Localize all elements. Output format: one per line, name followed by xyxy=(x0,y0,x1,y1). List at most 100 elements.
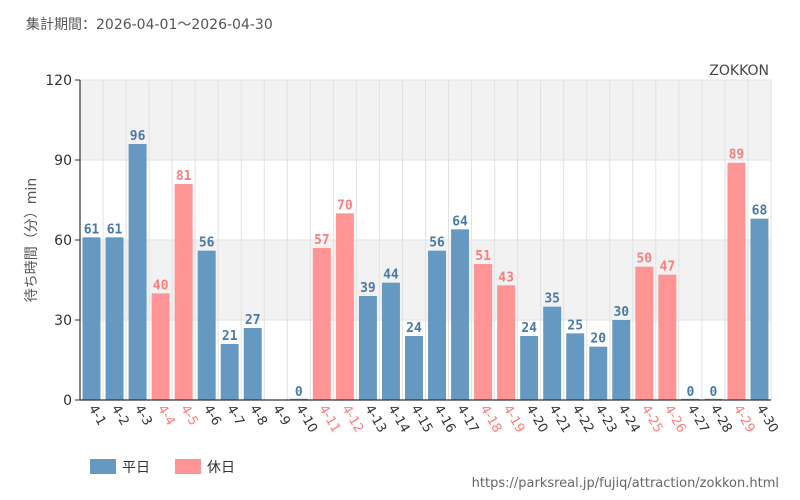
x-tick-label-4-14: 4-14 xyxy=(384,403,412,436)
value-label-4-8: 27 xyxy=(245,313,261,328)
bar-4-21 xyxy=(543,306,562,400)
x-tick-label-4-2: 4-2 xyxy=(108,403,132,429)
attraction-name: ZOKKON xyxy=(709,63,769,79)
value-label-4-21: 35 xyxy=(544,292,560,307)
value-label-4-12: 70 xyxy=(337,198,353,213)
axes xyxy=(75,79,771,401)
value-label-4-5: 81 xyxy=(176,169,192,184)
bar-4-4 xyxy=(151,293,170,400)
bar-4-15 xyxy=(405,336,423,400)
y-tick-label: 120 xyxy=(45,73,72,89)
value-label-4-17: 64 xyxy=(452,214,468,229)
bar-4-1 xyxy=(82,237,101,400)
value-label-4-24: 30 xyxy=(613,305,629,320)
bar-4-30 xyxy=(750,218,769,400)
x-tick-label-4-20: 4-20 xyxy=(523,403,551,436)
bar-4-5 xyxy=(174,184,193,400)
value-label-4-26: 47 xyxy=(660,260,676,275)
legend-label-holiday: 休日 xyxy=(207,460,235,476)
x-tick-label-4-16: 4-16 xyxy=(431,403,459,436)
value-label-4-25: 50 xyxy=(636,252,652,267)
bar-4-16 xyxy=(428,250,446,400)
x-tick-label-4-3: 4-3 xyxy=(131,403,155,429)
bar-4-3 xyxy=(128,144,147,400)
value-label-4-1: 61 xyxy=(84,222,100,237)
bar-4-29 xyxy=(727,162,746,400)
x-tick-label-4-23: 4-23 xyxy=(592,403,620,436)
value-label-4-19: 43 xyxy=(498,270,514,285)
value-label-4-11: 57 xyxy=(314,233,330,248)
x-tick-label-4-5: 4-5 xyxy=(177,403,201,429)
value-label-4-7: 21 xyxy=(222,329,238,344)
value-label-4-22: 25 xyxy=(567,318,583,333)
source-url[interactable]: https://parksreal.jp/fujiq/attraction/zo… xyxy=(472,476,779,491)
bar-4-24 xyxy=(612,320,631,400)
x-tick-label-4-4: 4-4 xyxy=(154,403,178,429)
value-label-4-28: 0 xyxy=(710,385,718,400)
bar-4-23 xyxy=(589,346,608,400)
value-label-4-6: 56 xyxy=(199,236,215,251)
x-tick-label-4-9: 4-9 xyxy=(269,403,293,429)
value-label-4-18: 51 xyxy=(475,249,491,264)
bar-4-18 xyxy=(474,264,493,400)
x-tick-label-4-8: 4-8 xyxy=(246,403,270,429)
x-tick-label-4-6: 4-6 xyxy=(200,403,224,429)
x-tick-label-4-29: 4-29 xyxy=(730,403,758,436)
bar-4-11 xyxy=(312,248,331,400)
x-tick-label-4-21: 4-21 xyxy=(546,403,574,436)
bar-4-26 xyxy=(658,274,677,400)
bar-4-13 xyxy=(358,296,377,400)
x-tick-label-4-10: 4-10 xyxy=(292,403,320,436)
legend-swatch-holiday xyxy=(175,459,201,474)
y-tick-label: 30 xyxy=(54,313,72,329)
y-tick-label: 60 xyxy=(54,233,72,249)
y-tick-label: 90 xyxy=(54,153,72,169)
x-tick-label-4-1: 4-1 xyxy=(85,403,109,429)
data-labels: 61 61 96 40 81 56 21 27 0 57 70 39 44 24 56 64 51 43 24 35 2… xyxy=(84,129,768,400)
x-tick-label-4-11: 4-11 xyxy=(315,403,343,436)
bar-4-25 xyxy=(635,266,654,400)
bar-series xyxy=(82,144,769,400)
legend-label-weekday: 平日 xyxy=(122,460,150,476)
value-label-4-15: 24 xyxy=(406,321,422,336)
bar-4-7 xyxy=(220,344,239,400)
x-tick-labels: 4-1 4-2 4-3 4-4 4-5 4-6 4-7 4-8 4-9 4-104-114-124… xyxy=(85,403,781,436)
x-tick-label-4-28: 4-28 xyxy=(707,403,735,436)
x-tick-label-4-17: 4-17 xyxy=(454,403,482,436)
x-tick-label-4-25: 4-25 xyxy=(638,403,666,436)
value-label-4-10: 0 xyxy=(295,385,303,400)
bar-4-12 xyxy=(335,213,354,400)
x-tick-label-4-15: 4-15 xyxy=(408,403,436,436)
value-label-4-29: 89 xyxy=(729,148,745,163)
x-tick-label-4-30: 4-30 xyxy=(753,403,781,436)
x-tick-label-4-12: 4-12 xyxy=(338,403,366,436)
y-axis-label: 待ち時間（分）min xyxy=(24,178,40,302)
bar-4-20 xyxy=(520,336,539,400)
value-label-4-23: 20 xyxy=(590,332,606,347)
bar-4-14 xyxy=(381,282,400,400)
y-tick-label: 0 xyxy=(63,393,72,409)
bar-4-22 xyxy=(566,333,585,400)
y-tick-labels: 0 30 60 90 120 xyxy=(45,73,72,409)
x-tick-label-4-22: 4-22 xyxy=(569,403,597,436)
x-tick-label-4-18: 4-18 xyxy=(477,403,505,436)
bar-4-8 xyxy=(243,328,262,400)
bar-4-19 xyxy=(497,285,516,400)
value-label-4-4: 40 xyxy=(153,278,169,293)
bar-4-6 xyxy=(197,250,216,400)
x-tick-label-4-26: 4-26 xyxy=(661,403,689,436)
value-label-4-14: 44 xyxy=(383,268,399,283)
period-label: 集計期間：2026-04-01～2026-04-30 xyxy=(26,16,273,33)
x-tick-label-4-13: 4-13 xyxy=(361,403,389,436)
legend-swatch-weekday xyxy=(90,459,116,474)
legend: 平日 休日 xyxy=(90,459,235,476)
value-label-4-27: 0 xyxy=(686,385,694,400)
x-tick-label-4-7: 4-7 xyxy=(223,403,247,429)
bar-4-17 xyxy=(451,229,470,400)
value-label-4-30: 68 xyxy=(752,204,768,219)
x-tick-label-4-27: 4-27 xyxy=(684,403,712,436)
x-tick-label-4-19: 4-19 xyxy=(500,403,528,436)
value-label-4-20: 24 xyxy=(521,321,537,336)
value-label-4-16: 56 xyxy=(429,236,445,251)
